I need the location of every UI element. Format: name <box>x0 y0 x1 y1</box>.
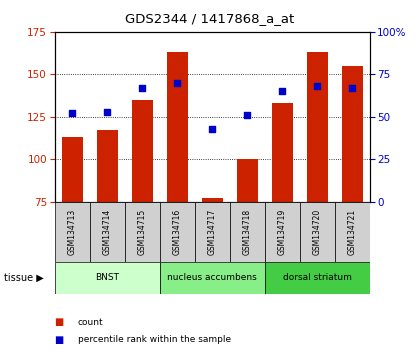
Bar <box>335 202 370 262</box>
Text: dorsal striatum: dorsal striatum <box>283 273 352 282</box>
Bar <box>125 202 160 262</box>
Text: GSM134716: GSM134716 <box>173 209 181 255</box>
Bar <box>265 202 299 262</box>
Bar <box>230 202 265 262</box>
Bar <box>89 202 125 262</box>
Point <box>244 112 250 118</box>
Bar <box>62 137 83 202</box>
Point <box>349 85 355 91</box>
Text: GSM134713: GSM134713 <box>68 209 76 255</box>
Text: GSM134714: GSM134714 <box>102 209 112 255</box>
Bar <box>307 52 328 202</box>
Bar <box>167 52 188 202</box>
Point <box>104 109 110 115</box>
Bar <box>299 202 335 262</box>
Bar <box>55 262 160 294</box>
Point <box>209 126 215 132</box>
Text: GSM134720: GSM134720 <box>312 209 322 255</box>
Point <box>279 88 286 94</box>
Bar <box>55 202 89 262</box>
Bar <box>160 202 194 262</box>
Text: ■: ■ <box>55 335 64 345</box>
Bar <box>160 262 265 294</box>
Point <box>174 80 181 86</box>
Text: GSM134721: GSM134721 <box>348 209 357 255</box>
Text: nucleus accumbens: nucleus accumbens <box>167 273 257 282</box>
Point <box>69 110 76 116</box>
Bar <box>194 202 230 262</box>
Text: GSM134715: GSM134715 <box>138 209 147 255</box>
Text: count: count <box>78 318 103 327</box>
Text: BNST: BNST <box>95 273 119 282</box>
Bar <box>131 100 152 202</box>
Point <box>139 85 145 91</box>
Text: ■: ■ <box>55 317 64 327</box>
Bar <box>236 159 257 202</box>
Text: GSM134717: GSM134717 <box>207 209 217 255</box>
Bar <box>341 66 362 202</box>
Text: percentile rank within the sample: percentile rank within the sample <box>78 335 231 344</box>
Point <box>314 84 320 89</box>
Bar <box>265 262 370 294</box>
Text: tissue ▶: tissue ▶ <box>4 273 44 283</box>
Bar <box>202 198 223 202</box>
Text: GDS2344 / 1417868_a_at: GDS2344 / 1417868_a_at <box>126 12 294 25</box>
Text: GSM134719: GSM134719 <box>278 209 286 255</box>
Bar <box>97 130 118 202</box>
Text: GSM134718: GSM134718 <box>243 209 252 255</box>
Bar <box>272 103 293 202</box>
